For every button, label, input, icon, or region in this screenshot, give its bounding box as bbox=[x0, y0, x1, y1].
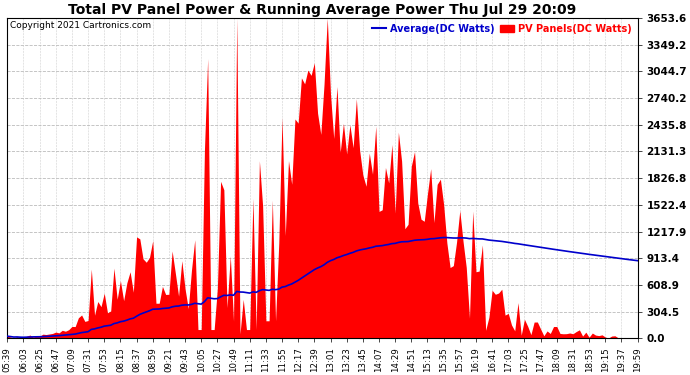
Title: Total PV Panel Power & Running Average Power Thu Jul 29 20:09: Total PV Panel Power & Running Average P… bbox=[68, 3, 577, 17]
Legend: Average(DC Watts), PV Panels(DC Watts): Average(DC Watts), PV Panels(DC Watts) bbox=[371, 23, 633, 35]
Text: Copyright 2021 Cartronics.com: Copyright 2021 Cartronics.com bbox=[10, 21, 152, 30]
